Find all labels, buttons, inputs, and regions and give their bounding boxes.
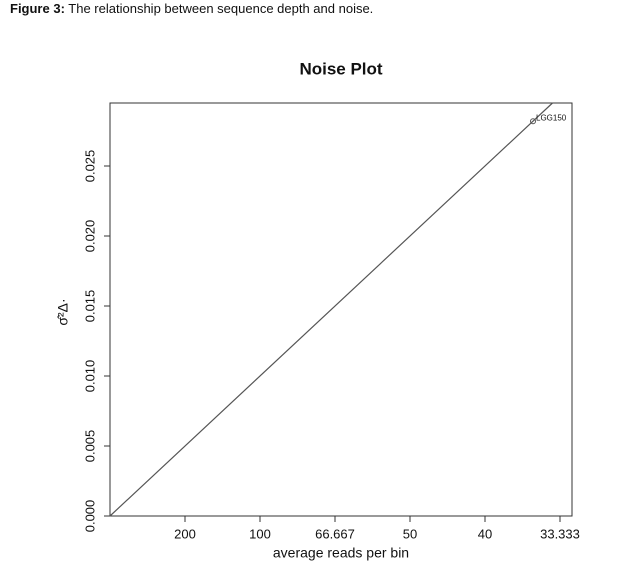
y-tick-label: 0.020 xyxy=(82,220,97,253)
caption-label: Figure 3: xyxy=(10,1,65,16)
x-tick-label: 50 xyxy=(403,526,417,541)
x-tick-label: 100 xyxy=(249,526,271,541)
point-label: LGG150 xyxy=(536,113,567,122)
y-axis-label: σ̂²Δ· xyxy=(55,298,71,325)
x-tick-label: 33.333 xyxy=(540,526,580,541)
y-tick-label: 0.025 xyxy=(82,150,97,183)
x-axis-label: average reads per bin xyxy=(273,545,409,561)
caption: Figure 3: The relationship between seque… xyxy=(10,1,373,16)
chart-title: Noise Plot xyxy=(299,59,382,78)
x-tick-label: 66.667 xyxy=(315,526,355,541)
plot-frame xyxy=(109,102,573,517)
data-point xyxy=(530,118,536,125)
y-tick-label: 0.005 xyxy=(82,430,97,463)
x-tick-label: 40 xyxy=(478,526,492,541)
data-line xyxy=(109,102,553,517)
y-tick-label: 0.000 xyxy=(82,500,97,533)
y-tick-label: 0.010 xyxy=(82,360,97,393)
caption-text: The relationship between sequence depth … xyxy=(68,1,373,16)
x-tick-label: 200 xyxy=(174,526,196,541)
y-tick-label: 0.015 xyxy=(82,290,97,323)
